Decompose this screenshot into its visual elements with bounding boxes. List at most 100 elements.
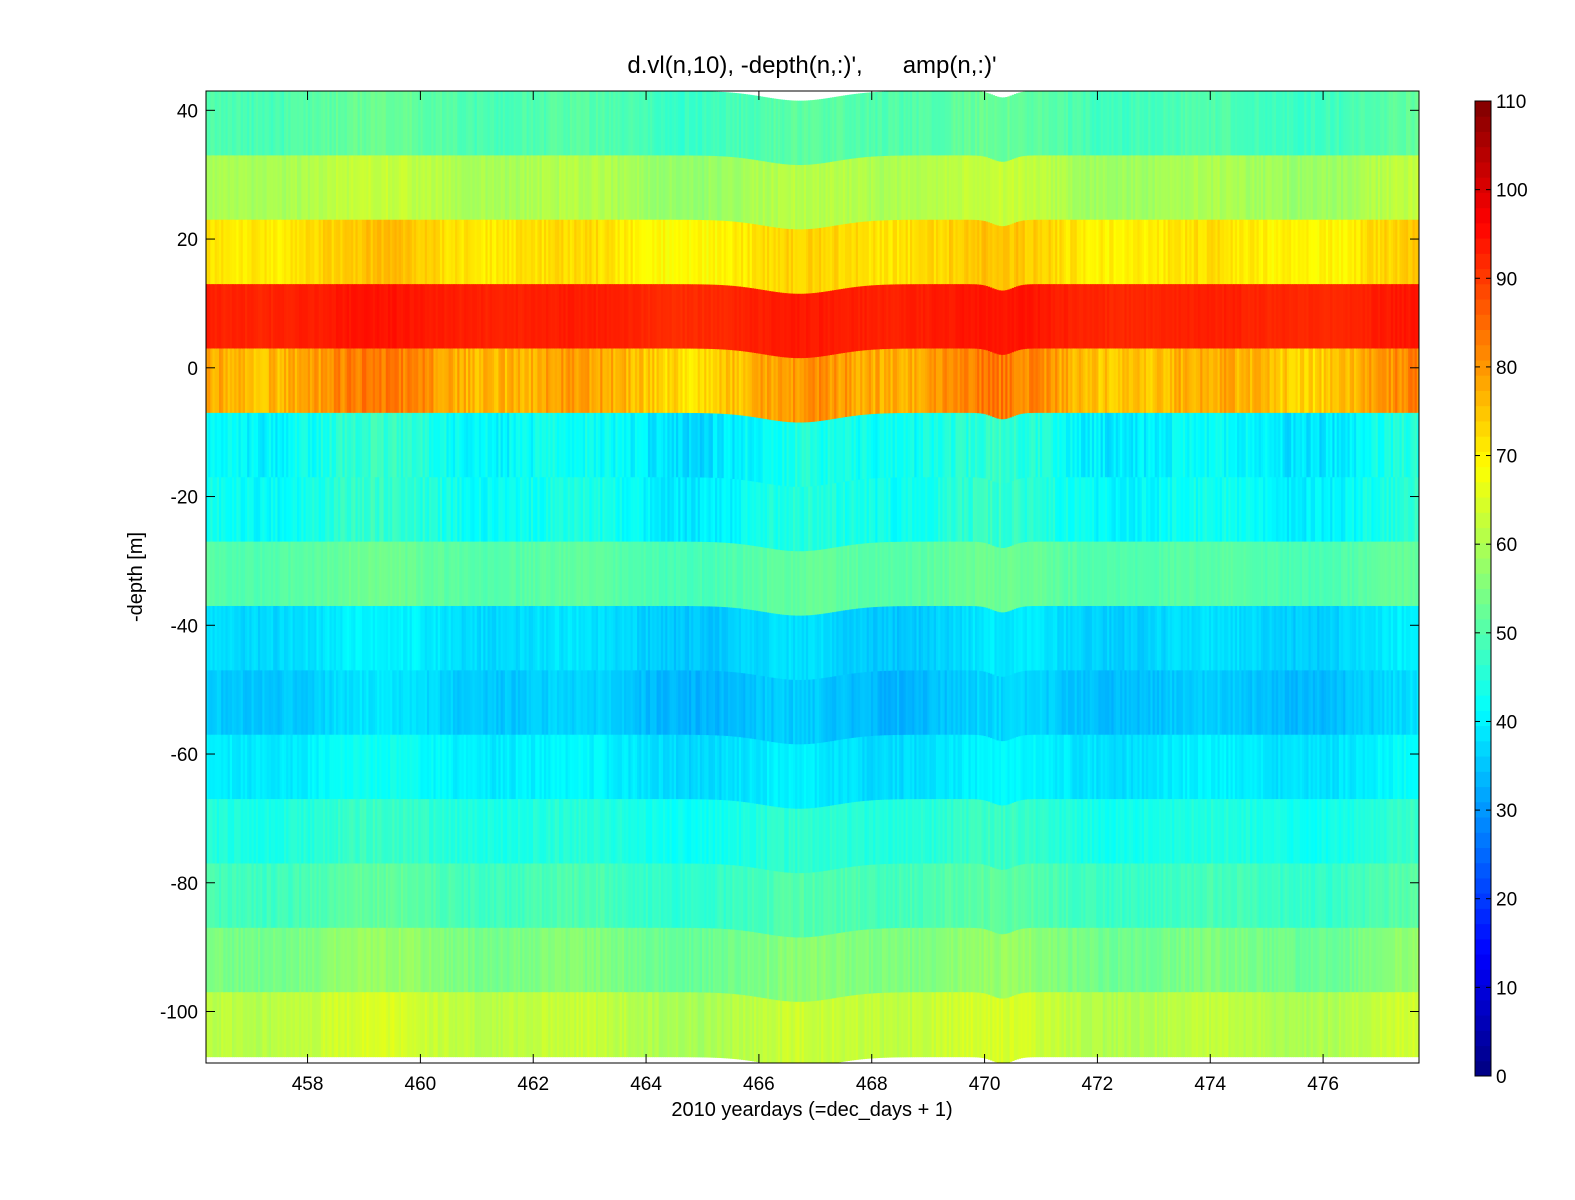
heatmap-cell xyxy=(697,219,701,285)
heatmap-cell xyxy=(799,873,803,939)
heatmap-cell xyxy=(905,799,909,865)
heatmap-cell xyxy=(602,541,606,607)
heatmap-cell xyxy=(320,670,324,736)
heatmap-cell xyxy=(587,412,590,478)
heatmap-cell xyxy=(643,219,647,285)
heatmap-cell xyxy=(838,418,842,483)
heatmap-cell xyxy=(615,927,619,993)
heatmap-cell xyxy=(301,734,305,800)
heatmap-cell xyxy=(244,348,248,414)
heatmap-cell xyxy=(214,927,218,993)
heatmap-cell xyxy=(691,927,694,993)
heatmap-cell xyxy=(565,284,569,350)
heatmap-cell xyxy=(665,348,668,414)
heatmap-cell xyxy=(229,477,233,543)
heatmap-cell xyxy=(314,992,318,1058)
heatmap-cell xyxy=(780,678,783,744)
heatmap-cell xyxy=(658,348,662,414)
heatmap-cell xyxy=(686,992,690,1058)
heatmap-cell xyxy=(459,219,463,285)
heatmap-cell xyxy=(747,287,751,353)
heatmap-cell xyxy=(316,670,320,736)
heatmap-cell xyxy=(567,284,571,350)
heatmap-cell xyxy=(530,219,534,285)
heatmap-cell xyxy=(565,91,569,156)
heatmap-cell xyxy=(273,348,276,414)
heatmap-cell xyxy=(374,863,378,929)
heatmap-cell xyxy=(316,927,320,993)
heatmap-cell xyxy=(314,477,318,543)
heatmap-cell xyxy=(886,348,889,414)
heatmap-cell xyxy=(827,999,831,1063)
heatmap-cell xyxy=(294,927,298,993)
heatmap-cell xyxy=(244,605,248,671)
heatmap-cell xyxy=(719,478,723,544)
heatmap-cell xyxy=(879,735,883,801)
heatmap-cell xyxy=(439,670,443,736)
heatmap-cell xyxy=(359,348,363,414)
heatmap-cell xyxy=(368,927,372,993)
heatmap-cell xyxy=(745,995,749,1061)
heatmap-cell xyxy=(444,992,448,1058)
heatmap-cell xyxy=(442,863,445,929)
heatmap-cell xyxy=(812,486,816,552)
heatmap-cell xyxy=(780,936,783,1002)
heatmap-cell xyxy=(494,284,497,350)
heatmap-cell xyxy=(377,799,380,865)
heatmap-cell xyxy=(829,548,833,614)
heatmap-cell xyxy=(790,615,794,681)
heatmap-cell xyxy=(470,670,474,736)
heatmap-cell xyxy=(868,221,872,287)
heatmap-cell xyxy=(344,477,348,543)
heatmap-cell xyxy=(881,670,885,736)
heatmap-cell xyxy=(682,734,686,800)
heatmap-cell xyxy=(684,670,688,736)
heatmap-cell xyxy=(708,91,712,157)
heatmap-cell xyxy=(883,864,887,929)
heatmap-cell xyxy=(346,927,350,993)
heatmap-cell xyxy=(411,412,415,478)
heatmap-cell xyxy=(333,863,337,929)
heatmap-cell xyxy=(784,421,788,487)
heatmap-cell xyxy=(734,543,738,609)
heatmap-cell xyxy=(247,541,250,607)
heatmap-cell xyxy=(565,219,569,285)
heatmap-cell xyxy=(628,992,632,1058)
heatmap-cell xyxy=(676,863,679,929)
heatmap-cell xyxy=(559,477,562,543)
heatmap-cell xyxy=(422,155,426,221)
heatmap-cell xyxy=(760,354,764,419)
heatmap-cell xyxy=(455,541,458,607)
heatmap-cell xyxy=(816,163,820,229)
heatmap-cell xyxy=(357,734,361,800)
heatmap-cell xyxy=(771,999,775,1063)
heatmap-cell xyxy=(886,735,889,801)
heatmap-cell xyxy=(840,997,844,1062)
heatmap-cell xyxy=(621,992,625,1058)
heatmap-cell xyxy=(613,412,616,478)
heatmap-cell xyxy=(732,350,736,416)
heatmap-cell xyxy=(494,91,497,156)
heatmap-cell xyxy=(359,219,363,285)
heatmap-cell xyxy=(790,357,794,423)
heatmap-cell xyxy=(896,992,900,1058)
heatmap-cell xyxy=(699,863,703,929)
heatmap-cell xyxy=(314,284,318,350)
heatmap-cell xyxy=(366,992,370,1058)
heatmap-cell xyxy=(838,675,842,741)
heatmap-cell xyxy=(554,412,558,478)
heatmap-cell xyxy=(641,605,645,671)
heatmap-cell xyxy=(292,992,296,1058)
heatmap-cell xyxy=(368,992,372,1058)
heatmap-cell xyxy=(806,744,809,810)
heatmap-cell xyxy=(621,412,625,478)
heatmap-cell xyxy=(390,927,393,993)
heatmap-cell xyxy=(665,412,668,478)
heatmap-cell xyxy=(868,285,872,351)
heatmap-cell xyxy=(418,670,422,736)
heatmap-cell xyxy=(346,348,350,414)
heatmap-cell xyxy=(535,412,539,478)
heatmap-cell xyxy=(476,412,480,478)
heatmap-cell xyxy=(333,155,337,221)
heatmap-cell xyxy=(487,477,491,543)
